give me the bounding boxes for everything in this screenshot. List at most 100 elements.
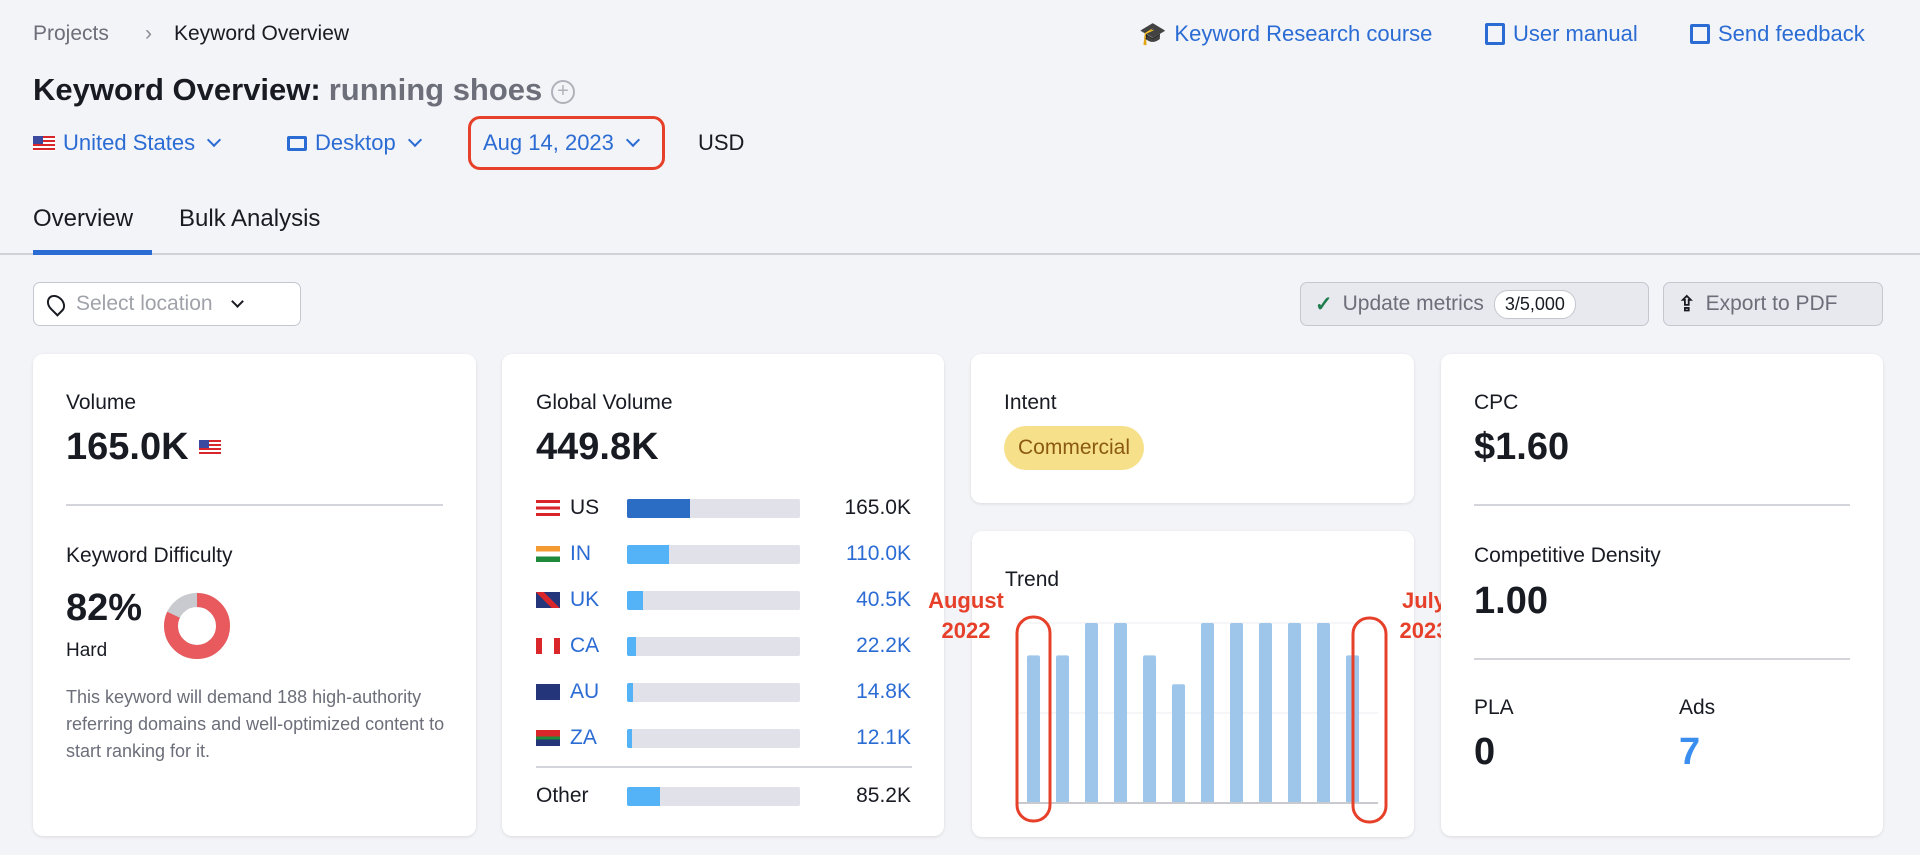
country-code[interactable]: AU bbox=[570, 680, 600, 703]
trend-bar[interactable] bbox=[1027, 655, 1040, 803]
graduation-cap-icon: 🎓 bbox=[1139, 21, 1167, 46]
country-volume[interactable]: 22.2K bbox=[856, 634, 911, 657]
book-icon bbox=[1485, 23, 1505, 45]
link-label: Keyword Research course bbox=[1174, 21, 1433, 46]
kd-donut-chart bbox=[164, 593, 230, 659]
date-highlight bbox=[468, 116, 665, 170]
country-code[interactable]: CA bbox=[570, 634, 600, 657]
highlight-last-bar bbox=[1351, 616, 1388, 824]
ads-label: Ads bbox=[1679, 696, 1716, 719]
country-code[interactable]: UK bbox=[570, 588, 600, 611]
link-label: User manual bbox=[1513, 21, 1638, 46]
volume-label: Volume bbox=[66, 391, 137, 414]
country-volume[interactable]: 12.1K bbox=[856, 726, 911, 749]
date-label: Aug 14, 2023 bbox=[483, 130, 614, 155]
chevron-down-icon bbox=[625, 132, 640, 148]
country-label: United States bbox=[63, 130, 196, 155]
trend-bar[interactable] bbox=[1259, 623, 1272, 803]
volume-share-fill bbox=[627, 682, 633, 702]
chat-icon bbox=[1690, 24, 1710, 44]
device-label: Desktop bbox=[315, 130, 396, 155]
divider bbox=[536, 766, 912, 768]
global-volume-row: UK 40.5K bbox=[536, 588, 911, 612]
volume-share-bar bbox=[627, 786, 800, 806]
volume-share-fill bbox=[627, 544, 670, 564]
trend-bar[interactable] bbox=[1172, 684, 1185, 803]
trend-bar[interactable] bbox=[1085, 623, 1098, 803]
kd-description: This keyword will demand 188 high-author… bbox=[66, 687, 445, 761]
trend-card: Trend bbox=[972, 531, 1414, 837]
global-volume-label: Global Volume bbox=[536, 391, 673, 414]
trend-bar[interactable] bbox=[1143, 655, 1156, 803]
update-label: Update metrics bbox=[1342, 292, 1484, 315]
trend-bar[interactable] bbox=[1230, 623, 1243, 803]
volume-share-bar bbox=[627, 728, 800, 748]
country-volume: 85.2K bbox=[856, 784, 911, 807]
breadcrumb-projects[interactable]: Projects bbox=[33, 22, 109, 45]
trend-bar[interactable] bbox=[1114, 623, 1127, 803]
volume-share-bar bbox=[627, 590, 800, 610]
update-metrics-button[interactable]: ✓ Update metrics 3/5,000 bbox=[1300, 282, 1649, 326]
global-volume-row: IN 110.0K bbox=[536, 542, 911, 566]
currency-label: USD bbox=[698, 130, 745, 155]
volume-card: Volume 165.0K Keyword Difficulty 82% Har… bbox=[33, 354, 476, 836]
tab-bulk-analysis[interactable]: Bulk Analysis bbox=[179, 205, 321, 232]
ads-value-link[interactable]: 7 bbox=[1679, 731, 1701, 773]
cpc-label: CPC bbox=[1474, 391, 1519, 414]
country-volume[interactable]: 40.5K bbox=[856, 588, 911, 611]
country-volume[interactable]: 14.8K bbox=[856, 680, 911, 703]
user-manual-link[interactable]: User manual bbox=[1485, 21, 1638, 47]
kd-value: 82% bbox=[66, 587, 143, 629]
country-code[interactable]: IN bbox=[570, 542, 591, 565]
location-select[interactable]: Select location bbox=[33, 282, 301, 326]
in-flag-icon bbox=[536, 546, 560, 562]
kd-label: Keyword Difficulty bbox=[66, 544, 233, 567]
link-label: Send feedback bbox=[1718, 21, 1865, 46]
za-flag-icon bbox=[536, 730, 560, 746]
volume-share-fill bbox=[627, 786, 660, 806]
intent-card: Intent Commercial bbox=[971, 354, 1414, 503]
add-keyword-icon[interactable]: + bbox=[550, 80, 575, 104]
volume-share-bar bbox=[627, 498, 800, 518]
volume-share-fill bbox=[627, 590, 643, 610]
trend-bar[interactable] bbox=[1317, 623, 1330, 803]
volume-share-fill bbox=[627, 636, 636, 656]
country-code: Other bbox=[536, 784, 589, 807]
competitive-density-label: Competitive Density bbox=[1474, 544, 1661, 567]
country-selector[interactable]: United States bbox=[33, 130, 223, 156]
volume-share-fill bbox=[627, 498, 691, 518]
kd-level: Hard bbox=[66, 640, 108, 661]
trend-bar[interactable] bbox=[1288, 623, 1301, 803]
us-flag-icon bbox=[198, 440, 221, 455]
send-feedback-link[interactable]: Send feedback bbox=[1690, 21, 1865, 47]
country-volume[interactable]: 110.0K bbox=[846, 542, 911, 565]
chevron-down-icon bbox=[230, 295, 244, 308]
volume-value-wrap: 165.0K bbox=[66, 426, 221, 469]
global-volume-other-row: Other 85.2K bbox=[536, 784, 911, 808]
trend-chart bbox=[1015, 615, 1388, 824]
us-flag-icon bbox=[33, 135, 55, 151]
cpc-value: $1.60 bbox=[1474, 426, 1570, 468]
global-volume-row: AU 14.8K bbox=[536, 680, 911, 704]
keyword-research-course-link[interactable]: 🎓 Keyword Research course bbox=[1139, 21, 1432, 47]
export-label: Export to PDF bbox=[1705, 292, 1838, 315]
update-count-badge: 3/5,000 bbox=[1493, 289, 1576, 319]
device-selector[interactable]: Desktop bbox=[287, 130, 424, 156]
title-keyword: running shoes bbox=[328, 72, 543, 107]
tab-overview[interactable]: Overview bbox=[33, 205, 134, 232]
trend-bar[interactable] bbox=[1056, 655, 1069, 803]
pla-label: PLA bbox=[1474, 696, 1514, 719]
pla-value: 0 bbox=[1474, 731, 1496, 773]
trend-bar[interactable] bbox=[1201, 623, 1214, 803]
upload-icon: ⇪ bbox=[1678, 292, 1696, 316]
title-prefix: Keyword Overview: bbox=[33, 72, 321, 107]
divider bbox=[66, 504, 443, 506]
divider bbox=[1474, 504, 1850, 506]
annotation-end: July 2023 bbox=[1399, 588, 1449, 643]
volume-share-bar bbox=[627, 544, 800, 564]
country-code[interactable]: ZA bbox=[570, 726, 597, 749]
desktop-icon bbox=[287, 135, 307, 151]
date-selector[interactable]: Aug 14, 2023 bbox=[483, 130, 642, 156]
export-pdf-button[interactable]: ⇪ Export to PDF bbox=[1663, 282, 1883, 326]
global-volume-row: CA 22.2K bbox=[536, 634, 911, 658]
